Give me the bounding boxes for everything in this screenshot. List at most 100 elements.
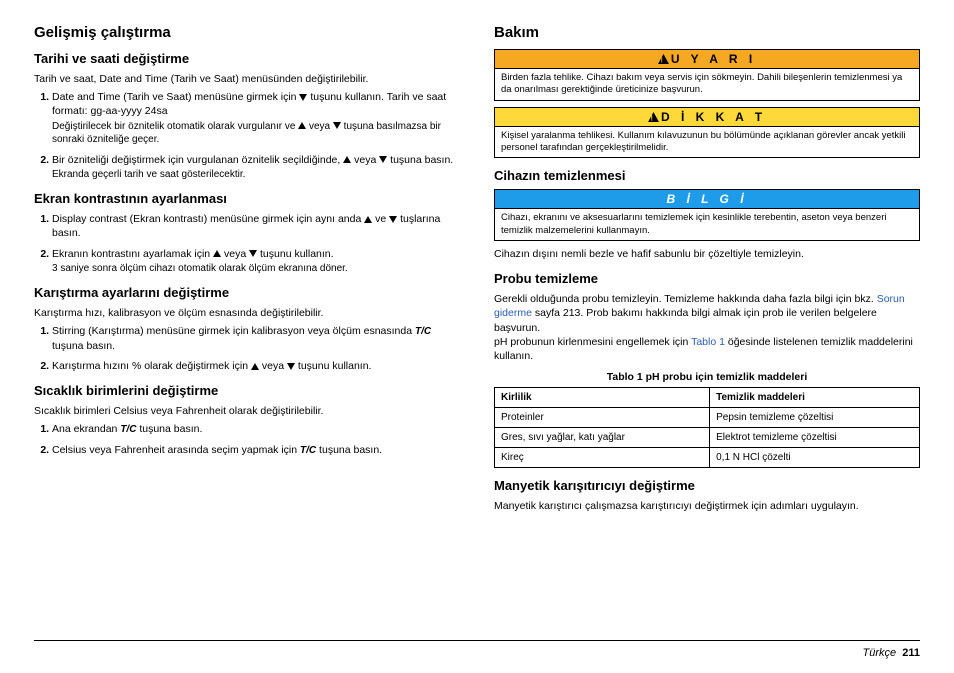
cell: Proteinler: [495, 408, 710, 428]
warning-icon: !: [648, 112, 659, 122]
intro-date-time: Tarih ve saat, Date and Time (Tarih ve S…: [34, 72, 460, 86]
text: tuşuna basın.: [52, 340, 115, 352]
text: tuşunu kullanın.: [257, 248, 333, 260]
heading-stirring: Karıştırma ayarlarını değiştirme: [34, 285, 460, 300]
footer-text: Türkçe 211: [34, 647, 920, 659]
sub-text: 3 saniye sonra ölçüm cihazı otomatik ola…: [52, 262, 460, 276]
heading-maintenance: Bakım: [494, 24, 920, 41]
tc-icon: T/C: [120, 424, 136, 435]
warning-title: U Y A R I: [671, 52, 756, 66]
right-column: Bakım ! U Y A R I Birden fazla tehlike. C…: [494, 24, 920, 612]
page-footer: Türkçe 211: [34, 640, 920, 659]
text: Celsius veya Fahrenheit arasında seçim y…: [52, 444, 300, 456]
text: Bir özniteliği değiştirmek için vurgulan…: [52, 154, 343, 166]
left-column: Gelişmiş çalıştırma Tarihi ve saati deği…: [34, 24, 460, 612]
text: veya: [306, 121, 333, 132]
footer-language: Türkçe: [863, 647, 897, 659]
warning-box: ! U Y A R I Birden fazla tehlike. Cihazı …: [494, 49, 920, 101]
tc-icon: T/C: [415, 326, 431, 337]
caution-body: Kişisel yaralanma tehlikesi. Kullanım kı…: [495, 127, 919, 158]
notice-body: Cihazı, ekranını ve aksesuarlarını temiz…: [495, 209, 919, 240]
warning-header: ! U Y A R I: [495, 50, 919, 69]
sub-text: Ekranda geçerli tarih ve saat gösterilec…: [52, 168, 460, 182]
up-arrow-icon: [251, 363, 259, 370]
list-contrast: Display contrast (Ekran kontrastı) menüs…: [34, 212, 460, 275]
columns: Gelişmiş çalıştırma Tarihi ve saati deği…: [34, 24, 920, 612]
down-arrow-icon: [333, 122, 341, 129]
link-table1[interactable]: Tablo 1: [691, 336, 725, 348]
text: Değiştirilecek bir öznitelik otomatik ol…: [52, 121, 298, 132]
footer-page-number: 211: [902, 647, 920, 659]
text: Gerekli olduğunda probu temizleyin. Temi…: [494, 293, 877, 305]
caution-box: ! D İ K K A T Kişisel yaralanma tehlikesi…: [494, 107, 920, 159]
text: Date and Time (Tarih ve Saat) menüsüne g…: [52, 91, 299, 103]
caution-title: D İ K K A T: [661, 110, 766, 124]
heading-screen-contrast: Ekran kontrastının ayarlanması: [34, 191, 460, 206]
text: tuşuna basın.: [316, 444, 382, 456]
clean-device-text: Cihazın dışını nemli bezle ve hafif sabu…: [494, 247, 920, 261]
sub-text: Değiştirilecek bir öznitelik otomatik ol…: [52, 120, 460, 147]
intro-stirring: Karıştırma hızı, kalibrasyon ve ölçüm es…: [34, 306, 460, 320]
list-item: Ekranın kontrastını ayarlamak için veya …: [52, 247, 460, 276]
list-stirring: Stirring (Karıştırma) menüsüne girmek iç…: [34, 324, 460, 373]
down-arrow-icon: [287, 363, 295, 370]
text: Ana ekrandan: [52, 423, 120, 435]
text: veya: [351, 154, 379, 166]
list-item: Display contrast (Ekran kontrastı) menüs…: [52, 212, 460, 240]
text: veya: [221, 248, 249, 260]
footer-rule: [34, 640, 920, 641]
cell: Pepsin temizleme çözeltisi: [710, 408, 920, 428]
th-dirt: Kirlilik: [495, 388, 710, 408]
list-item: Bir özniteliği değiştirmek için vurgulan…: [52, 153, 460, 182]
cleaning-agents-table: Kirlilik Temizlik maddeleri ProteinlerPe…: [494, 387, 920, 468]
notice-box: B İ L G İ Cihazı, ekranını ve aksesuarla…: [494, 189, 920, 241]
clean-probe-p1: Gerekli olduğunda probu temizleyin. Temi…: [494, 292, 920, 335]
text: Stirring (Karıştırma) menüsüne girmek iç…: [52, 325, 415, 337]
list-item: Date and Time (Tarih ve Saat) menüsüne g…: [52, 90, 460, 146]
list-temp: Ana ekrandan T/C tuşuna basın. Celsius v…: [34, 422, 460, 457]
tc-icon: T/C: [300, 445, 316, 456]
text: ve: [372, 213, 389, 225]
cell: Elektrot temizleme çözeltisi: [710, 428, 920, 448]
heading-temp-units: Sıcaklık birimlerini değiştirme: [34, 383, 460, 398]
cell: 0,1 N HCl çözelti: [710, 448, 920, 468]
text: pH probunun kirlenmesini engellemek için: [494, 336, 691, 348]
table-caption: Tablo 1 pH probu için temizlik maddeleri: [494, 371, 920, 383]
heading-replace-stirrer: Manyetik karışıtırıcıyı değiştirme: [494, 478, 920, 493]
list-item: Celsius veya Fahrenheit arasında seçim y…: [52, 443, 460, 458]
text: Ekranın kontrastını ayarlamak için: [52, 248, 213, 260]
cell: Gres, sıvı yağlar, katı yağlar: [495, 428, 710, 448]
text: sayfa 213. Prob bakımı hakkında bilgi al…: [494, 307, 877, 333]
text: tuşunu kullanın.: [295, 360, 371, 372]
text: Karıştırma hızını % olarak değiştirmek i…: [52, 360, 251, 372]
heading-clean-device: Cihazın temizlenmesi: [494, 168, 920, 183]
page: Gelişmiş çalıştırma Tarihi ve saati deği…: [0, 0, 954, 673]
up-arrow-icon: [213, 250, 221, 257]
text: tuşuna basın.: [387, 154, 453, 166]
svg-text:!: !: [650, 113, 656, 121]
down-arrow-icon: [249, 250, 257, 257]
table-row: Kireç0,1 N HCl çözelti: [495, 448, 920, 468]
table-header-row: Kirlilik Temizlik maddeleri: [495, 388, 920, 408]
down-arrow-icon: [389, 216, 397, 223]
intro-temp: Sıcaklık birimleri Celsius veya Fahrenhe…: [34, 404, 460, 418]
cell: Kireç: [495, 448, 710, 468]
list-item: Stirring (Karıştırma) menüsüne girmek iç…: [52, 324, 460, 353]
th-agent: Temizlik maddeleri: [710, 388, 920, 408]
notice-header: B İ L G İ: [495, 190, 919, 209]
text: Display contrast (Ekran kontrastı) menüs…: [52, 213, 364, 225]
list-item: Karıştırma hızını % olarak değiştirmek i…: [52, 359, 460, 373]
svg-text:!: !: [660, 56, 666, 64]
table-row: Gres, sıvı yağlar, katı yağlarElektrot t…: [495, 428, 920, 448]
list-date-time: Date and Time (Tarih ve Saat) menüsüne g…: [34, 90, 460, 181]
heading-clean-probe: Probu temizleme: [494, 271, 920, 286]
table-row: ProteinlerPepsin temizleme çözeltisi: [495, 408, 920, 428]
warning-icon: !: [658, 54, 669, 64]
text: tuşuna basın.: [136, 423, 202, 435]
clean-probe-p2: pH probunun kirlenmesini engellemek için…: [494, 335, 920, 363]
heading-advanced-operation: Gelişmiş çalıştırma: [34, 24, 460, 41]
warning-body: Birden fazla tehlike. Cihazı bakım veya …: [495, 69, 919, 100]
heading-change-date-time: Tarihi ve saati değiştirme: [34, 51, 460, 66]
replace-stirrer-text: Manyetik karıştırıcı çalışmazsa karıştır…: [494, 499, 920, 513]
list-item: Ana ekrandan T/C tuşuna basın.: [52, 422, 460, 437]
